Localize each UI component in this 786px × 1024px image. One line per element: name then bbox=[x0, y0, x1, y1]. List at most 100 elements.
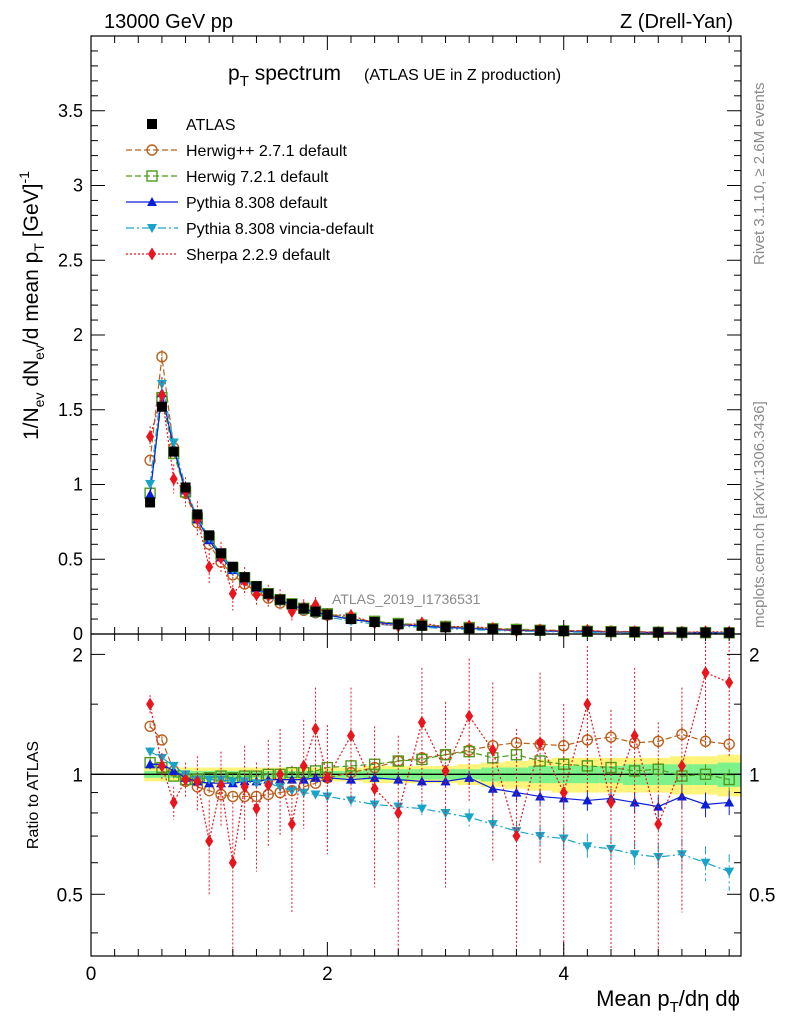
x-tick-label: 0 bbox=[86, 964, 97, 985]
ratio-series-point bbox=[240, 780, 249, 794]
ratio-series-point bbox=[582, 842, 593, 852]
plot-title-paren: (ATLAS UE in Z production) bbox=[364, 67, 561, 84]
rivet-version-label: Rivet 3.1.10, ≥ 2.6M events bbox=[751, 83, 768, 266]
main-series-line bbox=[149, 356, 730, 634]
ratio-series-point bbox=[227, 790, 239, 803]
ratio-series-point bbox=[168, 761, 179, 771]
ratio-series-point bbox=[370, 782, 379, 796]
ratio-series-point bbox=[193, 774, 202, 788]
ratio-ticks: 0.5 0.5 1 1 2 2 0 2 4 bbox=[57, 634, 775, 985]
main-series-point bbox=[169, 472, 178, 486]
legend-marker bbox=[147, 119, 157, 129]
ratio-series-point bbox=[654, 817, 663, 831]
main-series-point bbox=[145, 480, 156, 490]
ratio-series-point bbox=[487, 820, 498, 830]
atlas-data-point bbox=[145, 497, 156, 508]
ratio-frame bbox=[90, 633, 742, 957]
ratio-series-point bbox=[347, 729, 355, 743]
ratio-series-point bbox=[394, 806, 403, 820]
ratio-series-point bbox=[701, 666, 710, 680]
ratio-series-point bbox=[699, 735, 712, 748]
ratio-series-point bbox=[252, 802, 261, 816]
atlas-data-point bbox=[275, 594, 286, 605]
atlas-data-point bbox=[346, 614, 356, 625]
ratio-series-point bbox=[677, 759, 686, 773]
main-series-point bbox=[146, 430, 155, 444]
ratio-series-point bbox=[441, 764, 450, 778]
legend-marker bbox=[146, 144, 158, 156]
plot-title-main: p bbox=[228, 62, 240, 85]
legend-label: Herwig 7.2.1 default bbox=[186, 169, 329, 186]
atlas-data-point bbox=[393, 619, 404, 630]
ylabel-part-3: ev bbox=[31, 345, 47, 360]
ratio-series-point bbox=[417, 715, 426, 729]
ratio-series-point bbox=[465, 709, 474, 723]
ratio-series-point bbox=[535, 832, 546, 842]
ratio-series-point bbox=[144, 720, 156, 732]
main-series-point bbox=[252, 588, 261, 602]
atlas-data-point bbox=[192, 509, 203, 520]
main-y-tick-label: 1 bbox=[73, 475, 83, 495]
atlas-data-point bbox=[216, 548, 226, 559]
ratio-panel: 0.5 0.5 1 1 2 2 0 2 4 Ratio to ATLAS Mean pT/dη … bbox=[25, 633, 775, 1016]
main-y-tick-label: 1.5 bbox=[58, 400, 83, 420]
legend-marker bbox=[147, 197, 157, 206]
ratio-series-point bbox=[558, 834, 569, 844]
ratio-series-point bbox=[181, 773, 190, 787]
atlas-data-point bbox=[416, 620, 427, 631]
ratio-series-point bbox=[299, 759, 308, 773]
analysis-tag: ATLAS_2019_I1736531 bbox=[332, 591, 481, 607]
ratio-series-point bbox=[464, 772, 475, 782]
mcplots-label: mcplots.cern.ch [arXiv:1306.3436] bbox=[751, 401, 768, 628]
legend-label: Pythia 8.308 default bbox=[186, 195, 328, 212]
ratio-series-point bbox=[217, 778, 225, 792]
ratio-series-point bbox=[440, 808, 451, 818]
ratio-y-tick-label-right: 2 bbox=[749, 645, 760, 666]
ratio-series-point bbox=[393, 774, 404, 784]
ratio-series-point bbox=[700, 799, 711, 809]
ratio-series-point bbox=[287, 817, 296, 831]
ratio-series-point bbox=[146, 697, 155, 711]
main-series-point bbox=[145, 489, 156, 499]
ratio-series-point bbox=[629, 850, 640, 860]
atlas-data-point bbox=[286, 599, 297, 610]
xlabel-rest: /dη dϕ bbox=[679, 986, 740, 1011]
ratio-series-point bbox=[488, 743, 497, 757]
ratio-series-point bbox=[145, 747, 156, 757]
main-y-tick-label: 2.5 bbox=[58, 250, 83, 270]
atlas-data-point bbox=[263, 588, 274, 599]
ratio-series-point bbox=[583, 697, 592, 711]
main-series-point bbox=[228, 587, 237, 601]
legend-marker bbox=[147, 224, 157, 233]
atlas-data-point bbox=[180, 482, 191, 493]
main-series-line bbox=[149, 395, 730, 634]
ratio-series-point bbox=[512, 829, 521, 843]
ratio-series-point bbox=[511, 787, 522, 797]
ratio-y-tick-label: 2 bbox=[72, 645, 83, 666]
ratio-series-point bbox=[440, 776, 451, 786]
ratio-series-point bbox=[169, 795, 178, 809]
ratio-series-point bbox=[205, 834, 214, 848]
ratio-series-point bbox=[653, 801, 664, 811]
legend-label: Herwig++ 2.7.1 default bbox=[186, 143, 348, 160]
ylabel-part-2: dN bbox=[20, 360, 43, 393]
atlas-data-point bbox=[322, 609, 333, 620]
ratio-y-axis-label: Ratio to ATLAS bbox=[25, 741, 42, 849]
ratio-series-point bbox=[275, 782, 286, 792]
main-y-tick-label: 3 bbox=[73, 176, 83, 196]
main-y-tick-label: 3.5 bbox=[58, 101, 83, 121]
ratio-series-point bbox=[582, 795, 593, 805]
ratio-series-point bbox=[264, 778, 273, 792]
atlas-data-point bbox=[251, 581, 262, 592]
ratio-series-point bbox=[676, 850, 687, 860]
ratio-series-point bbox=[276, 767, 285, 781]
ratio-y-tick-label: 0.5 bbox=[57, 885, 83, 906]
ratio-series-point bbox=[346, 774, 356, 784]
atlas-data-point bbox=[369, 617, 380, 628]
plot-title-sub: T bbox=[240, 73, 249, 90]
main-series-point bbox=[156, 351, 168, 363]
main-series-point bbox=[168, 438, 179, 448]
legend-marker bbox=[148, 247, 156, 261]
ratio-series-point bbox=[606, 844, 616, 854]
